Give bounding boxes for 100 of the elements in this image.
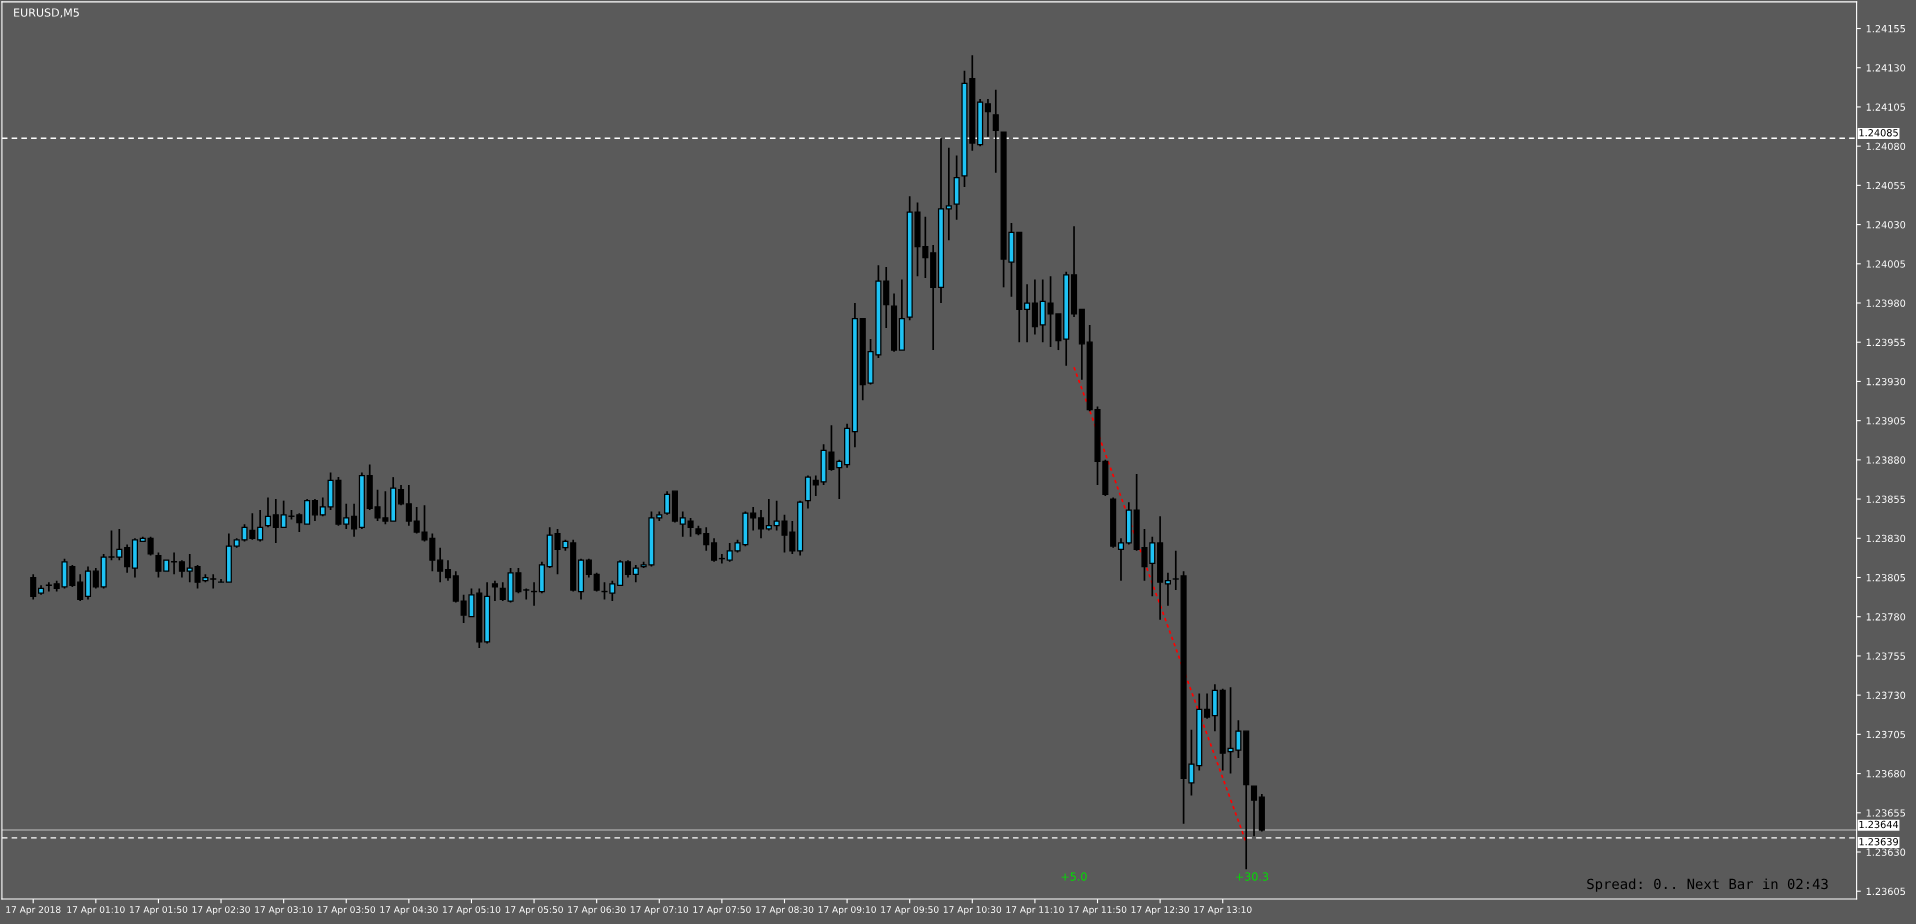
candlestick [1125,501,1132,546]
candlestick [37,584,45,596]
y-tick-label: 1.23780 [1866,613,1906,621]
candlestick [703,526,710,552]
candlestick [264,496,272,529]
candlestick [1117,537,1125,582]
x-tick-label: 17 Apr 09:50 [881,906,939,915]
candlestick [977,98,984,147]
candlestick [1063,270,1070,367]
candlestick [1172,550,1179,591]
candlestick [351,502,358,538]
ref-line-label: 1.23639 [1859,838,1898,846]
y-tick-label: 1.24030 [1866,221,1906,229]
candlestick [890,292,898,353]
candlestick [984,98,992,138]
y-tick-label: 1.23830 [1866,534,1906,543]
x-tick-label: 17 Apr 01:50 [129,906,188,915]
candlestick [765,498,772,532]
x-tick-label: 17 Apr 08:30 [756,906,814,915]
candlestick [1070,225,1078,318]
x-tick-label: 17 Apr 05:50 [505,906,563,915]
candlestick [257,509,264,543]
candlestick [538,560,545,595]
y-tick-label: 1.24155 [1866,24,1905,33]
candlestick [523,589,530,601]
candlestick [499,581,506,602]
candlestick [883,266,890,329]
y-tick-label: 1.23980 [1866,299,1906,307]
text: EURUSD,M5 [14,8,79,18]
x-tick-label: 17 Apr 07:50 [693,906,751,915]
y-tick-label: 1.23955 [1866,338,1905,347]
candlestick [679,510,686,538]
y-tick-label: 1.23805 [1866,573,1905,582]
y-tick-label: 1.23605 [1866,887,1905,896]
candlestick [930,244,937,351]
x-tick-label: 17 Apr 09:10 [818,906,876,915]
candlestick [1110,496,1117,549]
annotation: +5.0 [1061,872,1087,881]
candlestick [77,573,84,602]
candlestick [1250,785,1258,838]
candlestick [797,499,804,557]
x-tick-label: 17 Apr 11:10 [1006,906,1064,915]
ref-line-label: 1.24085 [1859,129,1898,137]
candlestick [757,509,765,540]
candlestick [210,573,217,590]
candlestick [484,581,491,645]
candlestick [992,88,999,174]
candlestick [1204,692,1211,720]
x-tick-label: 17 Apr 2018 [6,906,61,915]
candlestick [711,537,718,563]
candlestick [593,571,600,593]
candlestick [953,154,960,221]
candlestick [664,490,671,516]
candlestick [844,422,851,469]
y-tick-label: 1.23905 [1866,417,1905,425]
candlestick [617,559,624,586]
x-tick-label: 17 Apr 07:10 [630,906,689,915]
x-tick-label: 17 Apr 11:50 [1069,906,1127,915]
candlestick [444,559,452,582]
x-tick-label: 17 Apr 12:30 [1131,906,1189,915]
candlestick [304,498,311,525]
candlestick [124,543,131,574]
candlestick [84,565,92,601]
y-tick-label: 1.23680 [1866,770,1906,778]
candlestick [178,559,185,579]
candlestick [585,557,592,579]
candlestick [405,484,412,527]
y-tick-label: 1.23630 [1866,848,1906,856]
candlestick [491,579,498,602]
y-tick-label: 1.23705 [1866,730,1905,739]
candlestick [131,537,139,579]
candlestick [1031,278,1038,336]
y-tick-label: 1.23855 [1866,495,1905,503]
candlestick [671,490,678,524]
candlestick [397,484,405,507]
candlestick [1024,283,1031,344]
annotation: Spread: 0.. Next Bar in 02:43 [1587,878,1828,892]
candlestick [812,474,819,497]
y-tick-label: 1.24105 [1866,103,1905,111]
candlestick [1211,683,1218,733]
candlestick [390,476,397,522]
candlestick [1258,793,1265,833]
candlestick [851,302,858,449]
x-tick-label: 17 Apr 03:10 [255,906,313,915]
candlestick [898,278,905,351]
candlestick [750,506,757,532]
y-tick-label: 1.24055 [1866,181,1905,190]
candlestick [452,570,459,604]
x-tick-label: 17 Apr 03:50 [317,906,376,915]
candlestick [577,557,585,601]
candlestick [1157,515,1164,621]
x-tick-label: 17 Apr 06:30 [568,906,626,915]
annotation: +30.3 [1236,872,1269,881]
ref-line-label: 1.23644 [1859,820,1899,829]
x-tick-label: 17 Apr 05:10 [443,906,501,915]
y-tick-label: 1.23730 [1866,691,1906,699]
candlestick [1078,308,1085,381]
candlestick [945,146,952,242]
candlestick [319,496,326,518]
candlestick [225,532,232,583]
